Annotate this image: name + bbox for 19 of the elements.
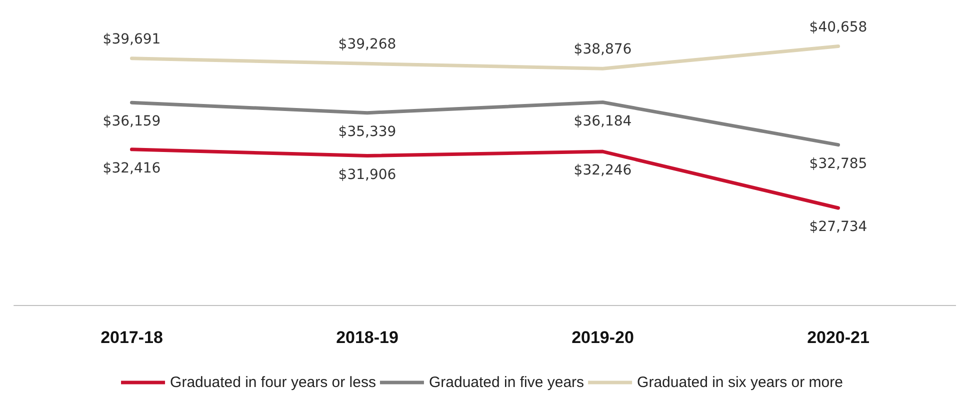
data-label: $32,416: [102, 160, 161, 176]
legend-label: Graduated in four years or less: [170, 374, 376, 391]
data-label: $36,159: [102, 114, 161, 130]
data-label: $31,906: [338, 166, 396, 183]
x-tick-label: 2018-19: [336, 328, 398, 347]
data-label: $39,268: [338, 36, 396, 53]
x-tick-label: 2017-18: [100, 328, 163, 347]
data-label: $40,658: [809, 19, 868, 36]
data-label: $38,876: [574, 42, 632, 58]
data-label: $32,785: [809, 156, 868, 172]
legend-label: Graduated in six years or more: [637, 374, 843, 391]
legend-label: Graduated in five years: [428, 374, 584, 391]
data-label: $32,246: [574, 162, 632, 179]
x-tick-label: 2019-20: [572, 328, 634, 347]
data-label: $35,339: [338, 124, 396, 140]
data-label: $27,734: [809, 218, 868, 235]
data-label: $39,691: [102, 31, 161, 48]
x-tick-label: 2020-21: [807, 328, 870, 347]
data-label: $36,184: [574, 113, 632, 130]
